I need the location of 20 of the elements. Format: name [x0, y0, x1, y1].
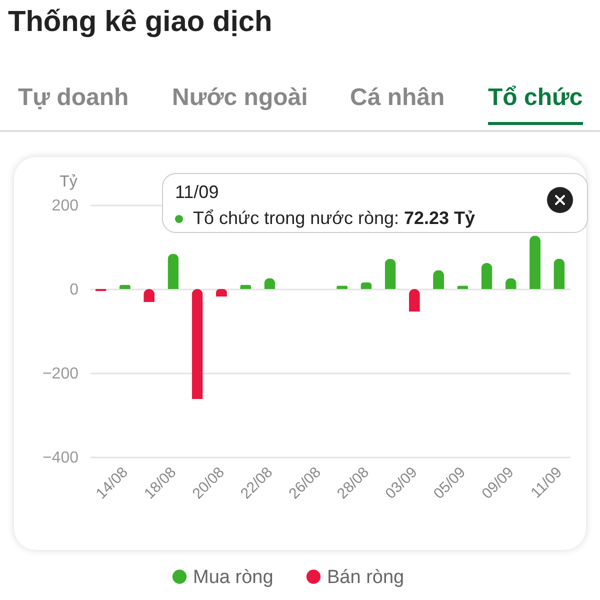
bar — [192, 289, 203, 400]
text: Tự doanh — [18, 84, 129, 113]
y-axis-title: Tỷ — [60, 174, 78, 190]
legend-label: Mua ròng — [193, 566, 274, 588]
text: Cá nhân — [350, 84, 445, 113]
bar — [481, 262, 492, 289]
y-tick-label: 0 — [70, 282, 79, 298]
annotation: Tổ chức trong nước ròng: 72.23 Tỷ — [193, 208, 476, 228]
legend-label: Bán ròng — [327, 566, 404, 588]
bar — [384, 258, 396, 289]
bar — [168, 254, 179, 289]
bar — [530, 236, 541, 289]
chart-title: Thống kê giao dịch — [8, 6, 272, 39]
text: Tổ chức — [488, 84, 583, 125]
bar — [554, 258, 565, 289]
tooltip-box: 11/09 Tổ chức trong nước ròng: 72.23 Tỷ — [162, 173, 588, 233]
y-tick-label: −200 — [42, 366, 79, 382]
y-tick-label: −400 — [42, 450, 79, 466]
text: Nước ngoài — [172, 84, 308, 113]
y-tick-label: 200 — [52, 198, 79, 214]
